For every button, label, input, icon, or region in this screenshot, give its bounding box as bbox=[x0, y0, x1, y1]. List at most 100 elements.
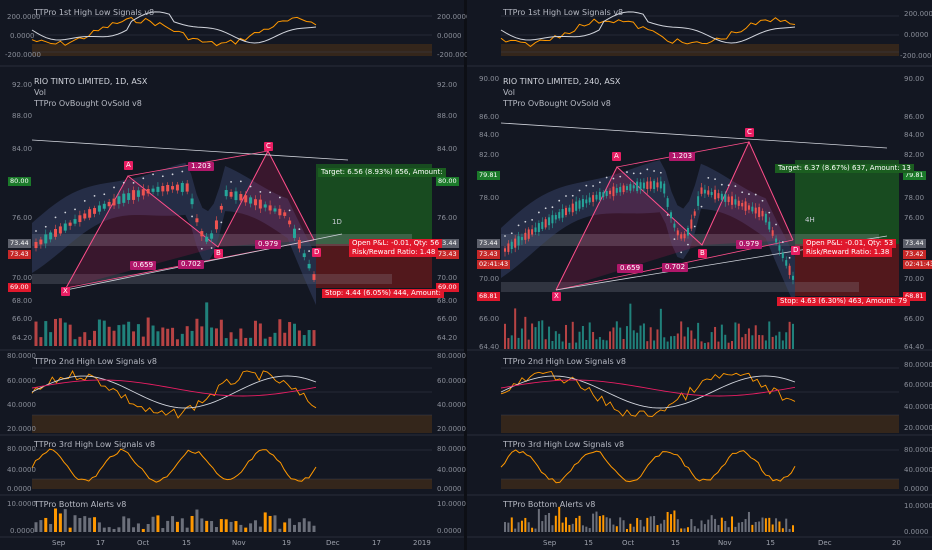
pane2-title[interactable]: TTPro 2nd High Low Signals v8 bbox=[503, 357, 626, 366]
alert-histogram-bar bbox=[778, 521, 781, 532]
alert-histogram-bar bbox=[175, 521, 179, 532]
pane2-title[interactable]: TTPro 2nd High Low Signals v8 bbox=[34, 357, 157, 366]
harmonic-point-b[interactable]: B bbox=[698, 249, 707, 258]
right-chart-panel[interactable]: TTPro 1st High Low Signals v8 200.0000 0… bbox=[467, 0, 932, 550]
alert-histogram-bar bbox=[659, 523, 662, 532]
harmonic-point-a[interactable]: A bbox=[612, 152, 621, 161]
candle-body bbox=[122, 193, 126, 203]
alert-histogram-bar bbox=[612, 524, 615, 532]
harmonic-point-d[interactable]: D bbox=[312, 248, 322, 257]
pane1-signal-line bbox=[500, 17, 796, 48]
candle-body bbox=[200, 231, 204, 237]
volume-bar bbox=[205, 302, 209, 346]
candle-body bbox=[112, 198, 116, 206]
alert-histogram-bar bbox=[224, 519, 228, 532]
candle-body bbox=[156, 186, 160, 192]
price-axis-label: 84.00 bbox=[479, 131, 500, 139]
volume-bar bbox=[292, 323, 296, 346]
alert-histogram-bar bbox=[768, 517, 771, 532]
volume-indicator-title[interactable]: Vol bbox=[34, 88, 46, 97]
candle-body bbox=[568, 207, 571, 212]
harmonic-point-x[interactable]: X bbox=[552, 292, 561, 301]
candle-body bbox=[700, 187, 703, 194]
alert-histogram-bar bbox=[653, 516, 656, 532]
overbought-indicator-title[interactable]: TTPro OvBought OvSold v8 bbox=[503, 99, 611, 108]
alert-histogram-bar bbox=[273, 515, 277, 532]
volume-bar bbox=[234, 338, 238, 346]
volume-indicator-title[interactable]: Vol bbox=[503, 88, 515, 97]
candle-body bbox=[727, 196, 730, 203]
harmonic-point-b[interactable]: B bbox=[214, 249, 223, 258]
pane2-axis-label: 40.0000 bbox=[7, 401, 36, 409]
volume-bar bbox=[598, 337, 601, 349]
stop-label[interactable]: Stop: 4.63 (6.30%) 463, Amount: 79 bbox=[777, 297, 911, 306]
indicator-dot bbox=[181, 170, 184, 173]
candle-body bbox=[775, 238, 778, 243]
alert-histogram-bar bbox=[690, 519, 693, 532]
volume-bar bbox=[185, 326, 189, 346]
alert-histogram-bar bbox=[253, 520, 257, 532]
volume-bar bbox=[195, 318, 199, 346]
target-label[interactable]: Target: 6.37 (8.67%) 637, Amount: 13 bbox=[775, 164, 914, 173]
right-chart-canvas[interactable] bbox=[467, 0, 932, 550]
left-chart-panel[interactable]: TTPro 1st High Low Signals v8 200.0000 0… bbox=[0, 0, 473, 550]
indicator-dot bbox=[768, 211, 771, 214]
pane2-axis-label: 60.0000 bbox=[904, 381, 932, 389]
price-axis-label: 84.00 bbox=[12, 145, 33, 153]
volume-bar bbox=[102, 320, 106, 346]
overbought-indicator-title[interactable]: TTPro OvBought OvSold v8 bbox=[34, 99, 142, 108]
left-chart-canvas[interactable] bbox=[0, 0, 464, 550]
volume-bar bbox=[649, 327, 652, 349]
harmonic-point-a[interactable]: A bbox=[124, 161, 133, 170]
alert-histogram-bar bbox=[234, 521, 238, 532]
indicator-dot bbox=[653, 170, 655, 172]
alert-histogram-bar bbox=[581, 525, 584, 532]
harmonic-point-d[interactable]: D bbox=[791, 246, 801, 255]
candle-body bbox=[136, 190, 140, 197]
pane2-oversold-band bbox=[501, 415, 899, 433]
symbol-title[interactable]: RIO TINTO LIMITED, 1D, ASX bbox=[34, 77, 148, 86]
pane4-title[interactable]: TTPro Bottom Alerts v8 bbox=[503, 500, 596, 509]
symbol-title[interactable]: RIO TINTO LIMITED, 240, ASX bbox=[503, 77, 621, 86]
alert-histogram-bar bbox=[68, 527, 72, 532]
pane3-title[interactable]: TTPro 3rd High Low Signals v8 bbox=[503, 440, 625, 449]
volume-bar bbox=[768, 321, 771, 349]
alert-histogram-bar bbox=[686, 527, 689, 532]
alert-histogram-bar bbox=[632, 526, 635, 532]
open-pnl-label[interactable]: Open P&L: -0.01, Qty: 53 bbox=[803, 239, 897, 248]
indicator-dot bbox=[54, 216, 57, 219]
candle-body bbox=[44, 234, 48, 244]
alert-histogram-bar bbox=[561, 522, 564, 532]
candle-body bbox=[683, 233, 686, 239]
volume-bar bbox=[278, 319, 282, 346]
indicator-dot bbox=[230, 180, 232, 183]
harmonic-point-x[interactable]: X bbox=[61, 287, 70, 296]
harmonic-point-c[interactable]: C bbox=[264, 142, 273, 151]
candle-body bbox=[278, 208, 282, 216]
price-axis-label: 92.00 bbox=[437, 81, 458, 89]
volume-bar bbox=[210, 327, 214, 346]
entry-price-tag: 73.43 bbox=[477, 250, 500, 259]
stop-label[interactable]: Stop: 4.44 (6.05%) 444, Amount: bbox=[322, 289, 444, 298]
alert-histogram-bar bbox=[63, 509, 67, 532]
indicator-dot bbox=[687, 243, 689, 246]
risk-reward-label[interactable]: Risk/Reward Ratio: 1.48 bbox=[349, 248, 439, 257]
time-axis-label: 19 bbox=[282, 539, 291, 547]
candle-body bbox=[534, 227, 537, 232]
alert-histogram-bar bbox=[727, 527, 730, 532]
volume-bar bbox=[578, 331, 581, 349]
alert-histogram-bar bbox=[122, 516, 126, 532]
harmonic-pattern-line bbox=[555, 140, 794, 291]
pane4-title[interactable]: TTPro Bottom Alerts v8 bbox=[34, 500, 127, 509]
risk-reward-label[interactable]: Risk/Reward Ratio: 1.38 bbox=[803, 248, 893, 257]
pane3-title[interactable]: TTPro 3rd High Low Signals v8 bbox=[34, 440, 156, 449]
volume-bar bbox=[544, 339, 547, 349]
indicator-dot bbox=[605, 176, 608, 179]
pane2-average-line bbox=[500, 379, 796, 397]
price-axis-label: 68.00 bbox=[437, 297, 458, 305]
indicator-dot bbox=[249, 185, 252, 188]
open-pnl-label[interactable]: Open P&L: -0.01, Qty: 56 bbox=[349, 239, 443, 248]
harmonic-point-c[interactable]: C bbox=[745, 128, 754, 137]
pane4-axis-label: 0.0000 bbox=[437, 527, 462, 535]
target-label[interactable]: Target: 6.56 (8.93%) 656, Amount: bbox=[318, 168, 446, 177]
